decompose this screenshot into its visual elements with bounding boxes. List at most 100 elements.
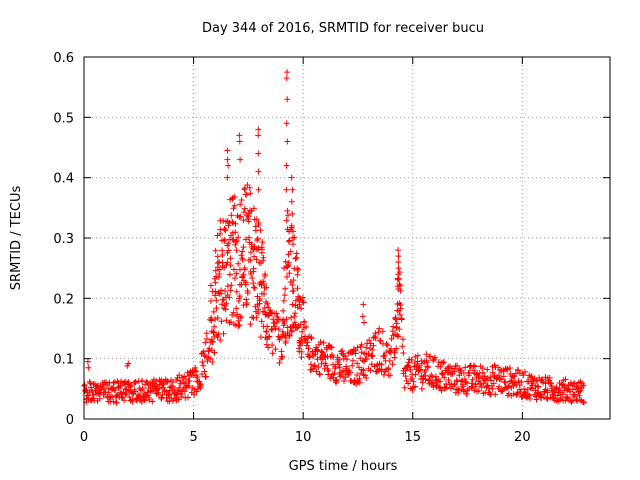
data-point <box>431 354 438 361</box>
data-point <box>439 371 446 378</box>
data-point <box>241 186 248 193</box>
data-point <box>376 325 383 332</box>
data-point <box>544 395 551 402</box>
data-point <box>149 398 156 405</box>
data-point <box>463 390 470 397</box>
data-point <box>284 207 291 214</box>
data-point <box>233 305 240 312</box>
data-point <box>393 316 400 323</box>
data-point <box>441 374 448 381</box>
data-point <box>308 361 315 368</box>
data-point <box>219 251 226 258</box>
data-point <box>159 391 166 398</box>
data-point <box>184 394 191 401</box>
data-point <box>178 391 185 398</box>
data-point <box>406 364 413 371</box>
data-point <box>370 342 377 349</box>
data-point <box>89 388 96 395</box>
data-point <box>132 379 139 386</box>
data-point <box>284 263 291 270</box>
data-point <box>388 335 395 342</box>
data-point <box>261 290 268 297</box>
data-point <box>557 396 564 403</box>
data-point <box>267 309 274 316</box>
data-point <box>281 292 288 299</box>
data-point <box>323 346 330 353</box>
data-point <box>260 280 267 287</box>
data-point <box>289 210 296 217</box>
data-point <box>227 262 234 269</box>
data-point <box>393 320 400 327</box>
data-point <box>459 377 466 384</box>
data-point <box>489 369 496 376</box>
data-point <box>391 349 398 356</box>
data-point <box>223 317 230 324</box>
data-point <box>369 353 376 360</box>
data-point <box>514 389 521 396</box>
data-point <box>199 358 206 365</box>
data-point <box>214 314 221 321</box>
data-point <box>155 389 162 396</box>
x-tick-label: 0 <box>80 430 88 445</box>
data-point <box>159 381 166 388</box>
data-point <box>295 266 302 273</box>
data-point <box>510 383 517 390</box>
data-point <box>395 247 402 254</box>
data-point <box>401 384 408 391</box>
data-point <box>412 353 419 360</box>
data-point <box>438 387 445 394</box>
data-point <box>259 246 266 253</box>
data-point <box>360 319 367 326</box>
data-point <box>402 367 409 374</box>
data-point <box>246 184 253 191</box>
data-point <box>260 278 267 285</box>
data-point <box>273 310 280 317</box>
data-point <box>148 387 155 394</box>
data-point <box>259 239 266 246</box>
data-point <box>342 374 349 381</box>
data-point <box>175 387 182 394</box>
data-point <box>212 316 219 323</box>
data-point <box>235 234 242 241</box>
data-point <box>318 360 325 367</box>
data-point <box>158 395 165 402</box>
data-point <box>410 378 417 385</box>
data-point <box>251 284 258 291</box>
data-point <box>288 328 295 335</box>
data-series <box>81 69 587 406</box>
data-point <box>126 393 133 400</box>
data-point <box>192 364 199 371</box>
data-point <box>220 330 227 337</box>
data-point <box>538 394 545 401</box>
data-point <box>244 289 251 296</box>
data-point <box>210 328 217 335</box>
data-point <box>241 266 248 273</box>
data-point <box>490 380 497 387</box>
data-point <box>96 395 103 402</box>
x-tick-label: 10 <box>295 430 312 445</box>
data-point <box>217 337 224 344</box>
data-point <box>246 207 253 214</box>
data-point <box>283 75 290 82</box>
data-point <box>315 364 322 371</box>
data-point <box>564 385 571 392</box>
data-point <box>288 314 295 321</box>
data-point <box>237 156 244 163</box>
data-point <box>218 318 225 325</box>
data-point <box>176 372 183 379</box>
data-point <box>526 395 533 402</box>
data-point <box>465 372 472 379</box>
data-point <box>383 341 390 348</box>
x-tick-label: 5 <box>189 430 197 445</box>
data-point <box>227 255 234 262</box>
data-point <box>367 367 374 374</box>
data-point <box>289 228 296 235</box>
data-point <box>285 259 292 266</box>
data-point <box>280 307 287 314</box>
data-point <box>238 252 245 259</box>
data-point <box>469 376 476 383</box>
data-point <box>300 299 307 306</box>
data-point <box>226 271 233 278</box>
data-point <box>360 301 367 308</box>
data-point <box>294 324 301 331</box>
